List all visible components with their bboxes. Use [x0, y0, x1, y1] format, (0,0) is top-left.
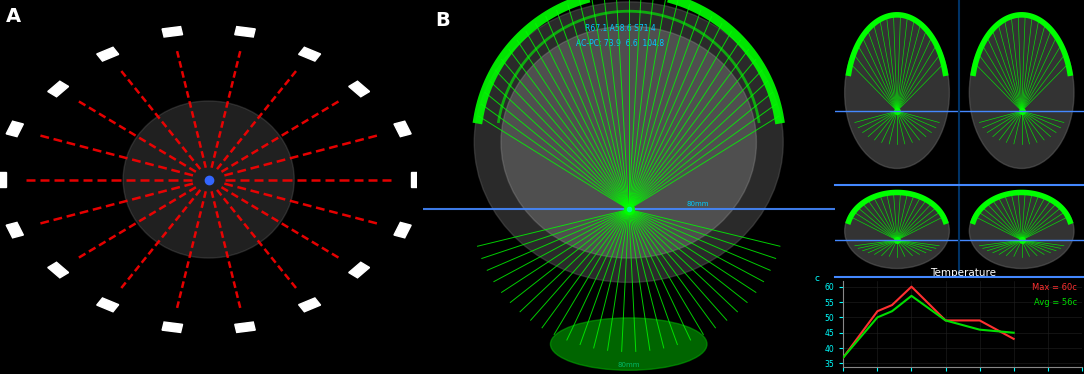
Ellipse shape	[124, 101, 294, 258]
Ellipse shape	[844, 17, 950, 168]
Polygon shape	[163, 27, 182, 37]
Text: c: c	[815, 274, 820, 283]
Ellipse shape	[475, 2, 783, 282]
Polygon shape	[393, 223, 411, 238]
Ellipse shape	[969, 193, 1074, 269]
Text: B: B	[435, 11, 450, 30]
Polygon shape	[349, 262, 370, 278]
Text: 80mm: 80mm	[686, 201, 709, 207]
Polygon shape	[48, 81, 68, 97]
Ellipse shape	[551, 318, 707, 370]
Text: Max = 60c: Max = 60c	[1032, 283, 1077, 292]
Polygon shape	[413, 173, 425, 186]
Polygon shape	[96, 298, 119, 312]
Text: AC-PC: 73.9  6.6  104.8: AC-PC: 73.9 6.6 104.8	[577, 39, 664, 48]
Text: A: A	[7, 7, 22, 27]
Text: 80mm: 80mm	[618, 362, 640, 368]
Polygon shape	[0, 172, 7, 187]
Polygon shape	[235, 27, 255, 37]
Polygon shape	[235, 322, 255, 332]
Polygon shape	[411, 172, 426, 187]
Text: R67.1 A58.6 S71.4: R67.1 A58.6 S71.4	[585, 24, 656, 33]
Polygon shape	[96, 47, 119, 61]
Polygon shape	[7, 121, 24, 137]
Polygon shape	[163, 322, 182, 332]
Ellipse shape	[969, 17, 1074, 168]
Ellipse shape	[501, 26, 757, 258]
Ellipse shape	[844, 193, 950, 269]
Title: Temperature: Temperature	[930, 268, 995, 278]
Polygon shape	[0, 173, 4, 186]
Polygon shape	[349, 81, 370, 97]
Polygon shape	[48, 262, 68, 278]
Text: Avg = 56c: Avg = 56c	[1034, 298, 1077, 307]
Polygon shape	[298, 298, 321, 312]
Polygon shape	[7, 223, 24, 238]
Polygon shape	[393, 121, 411, 137]
Polygon shape	[298, 47, 321, 61]
